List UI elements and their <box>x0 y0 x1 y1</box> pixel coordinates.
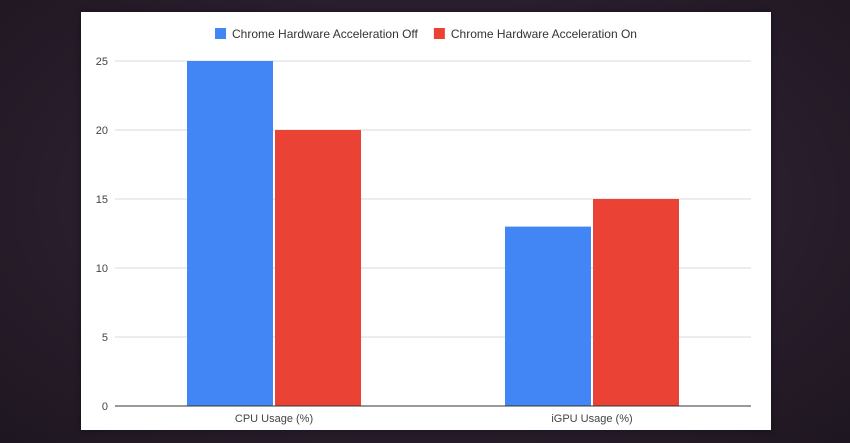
y-tick-label: 0 <box>102 401 108 413</box>
x-tick-label: CPU Usage (%) <box>235 413 313 425</box>
y-tick-label: 5 <box>102 332 108 344</box>
legend-swatch <box>433 28 445 39</box>
y-tick-label: 10 <box>96 263 108 275</box>
legend-label: Chrome Hardware Acceleration On <box>451 27 637 41</box>
bar <box>593 199 679 406</box>
x-tick-label: iGPU Usage (%) <box>551 413 632 425</box>
legend-label: Chrome Hardware Acceleration Off <box>232 27 419 41</box>
bar <box>275 130 361 406</box>
bar <box>187 61 273 406</box>
chart-card: 0 5 10 15 20 25 CPU Usage (%) iGPU Usage (%) Chr… <box>81 12 771 430</box>
y-tick-label: 25 <box>96 56 108 68</box>
bar-chart: 0 5 10 15 20 25 CPU Usage (%) iGPU Usage (%) Chr… <box>96 27 751 425</box>
legend-swatch <box>215 28 227 39</box>
bar <box>505 226 591 406</box>
y-tick-label: 20 <box>96 125 108 137</box>
y-tick-label: 15 <box>96 194 108 206</box>
